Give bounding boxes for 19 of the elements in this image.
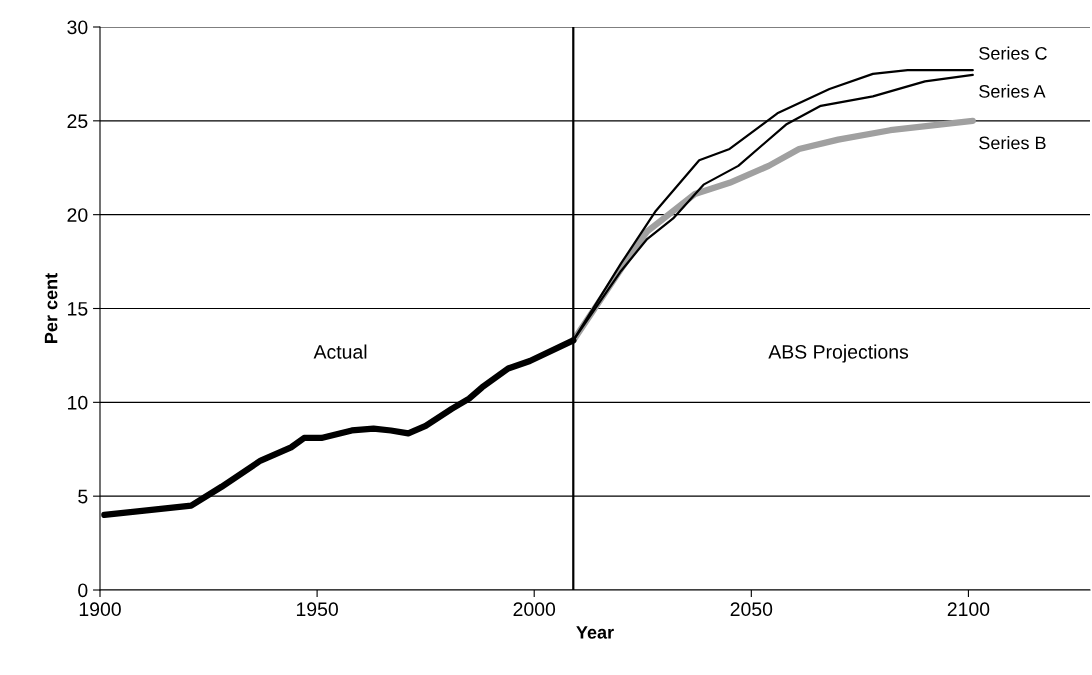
x-tick-label: 1950 [296,602,338,617]
x-tick-label: 2100 [947,602,990,617]
series-label: Series B [979,136,1046,150]
x-tick-label: 2050 [730,602,773,617]
y-tick-label: 0 [78,583,88,598]
y-tick-label: 30 [67,20,88,35]
y-tick-label: 5 [78,489,88,504]
x-tick-label: 2000 [513,602,556,617]
series-label: Series C [979,46,1047,60]
y-axis-title: Per cent [44,273,58,343]
y-tick-label: 15 [68,302,88,316]
y-tick-label: 25 [67,114,88,129]
series-label: Series A [979,84,1046,98]
y-tick-label: 20 [67,208,88,222]
annotation: Actual [313,344,367,359]
x-tick-label: 1900 [79,602,121,617]
x-axis-title: Year [576,626,614,639]
y-tick-label: 10 [68,395,88,410]
annotation: ABS Projections [768,344,909,363]
